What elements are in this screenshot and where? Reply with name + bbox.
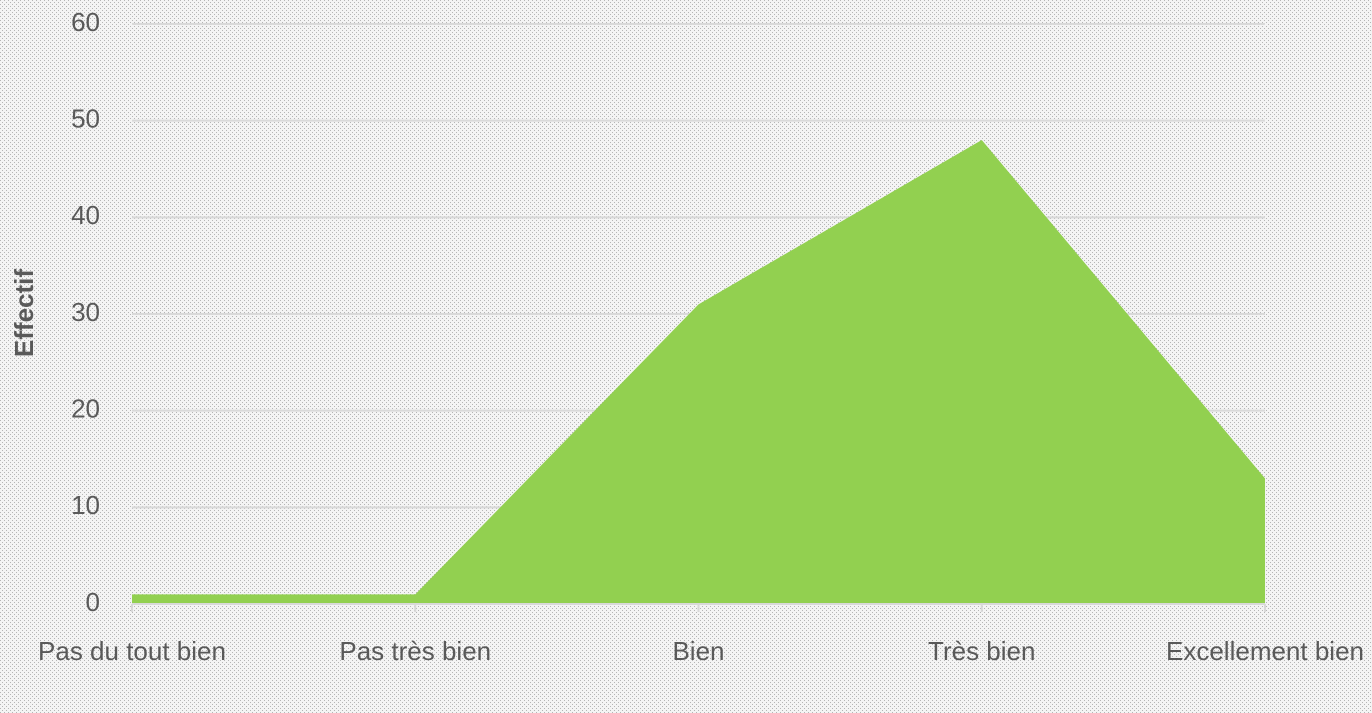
area [132, 140, 1265, 604]
y-tick-label: 20 [71, 394, 100, 424]
y-tick-label: 50 [71, 104, 100, 134]
y-tick-label: 10 [71, 490, 100, 520]
y-tick-label: 0 [86, 587, 100, 617]
y-tick-label: 40 [71, 200, 100, 230]
x-tick-label: Pas du tout bien [38, 636, 226, 666]
y-tick-label: 30 [71, 297, 100, 327]
x-tick-label: Bien [672, 636, 724, 666]
x-tick-label: Excellement bien [1166, 636, 1364, 666]
x-tick-label: Pas très bien [339, 636, 491, 666]
y-tick-label: 60 [71, 7, 100, 37]
x-tick-label: Très bien [928, 636, 1035, 666]
y-axis-label: Effectif [9, 269, 39, 357]
